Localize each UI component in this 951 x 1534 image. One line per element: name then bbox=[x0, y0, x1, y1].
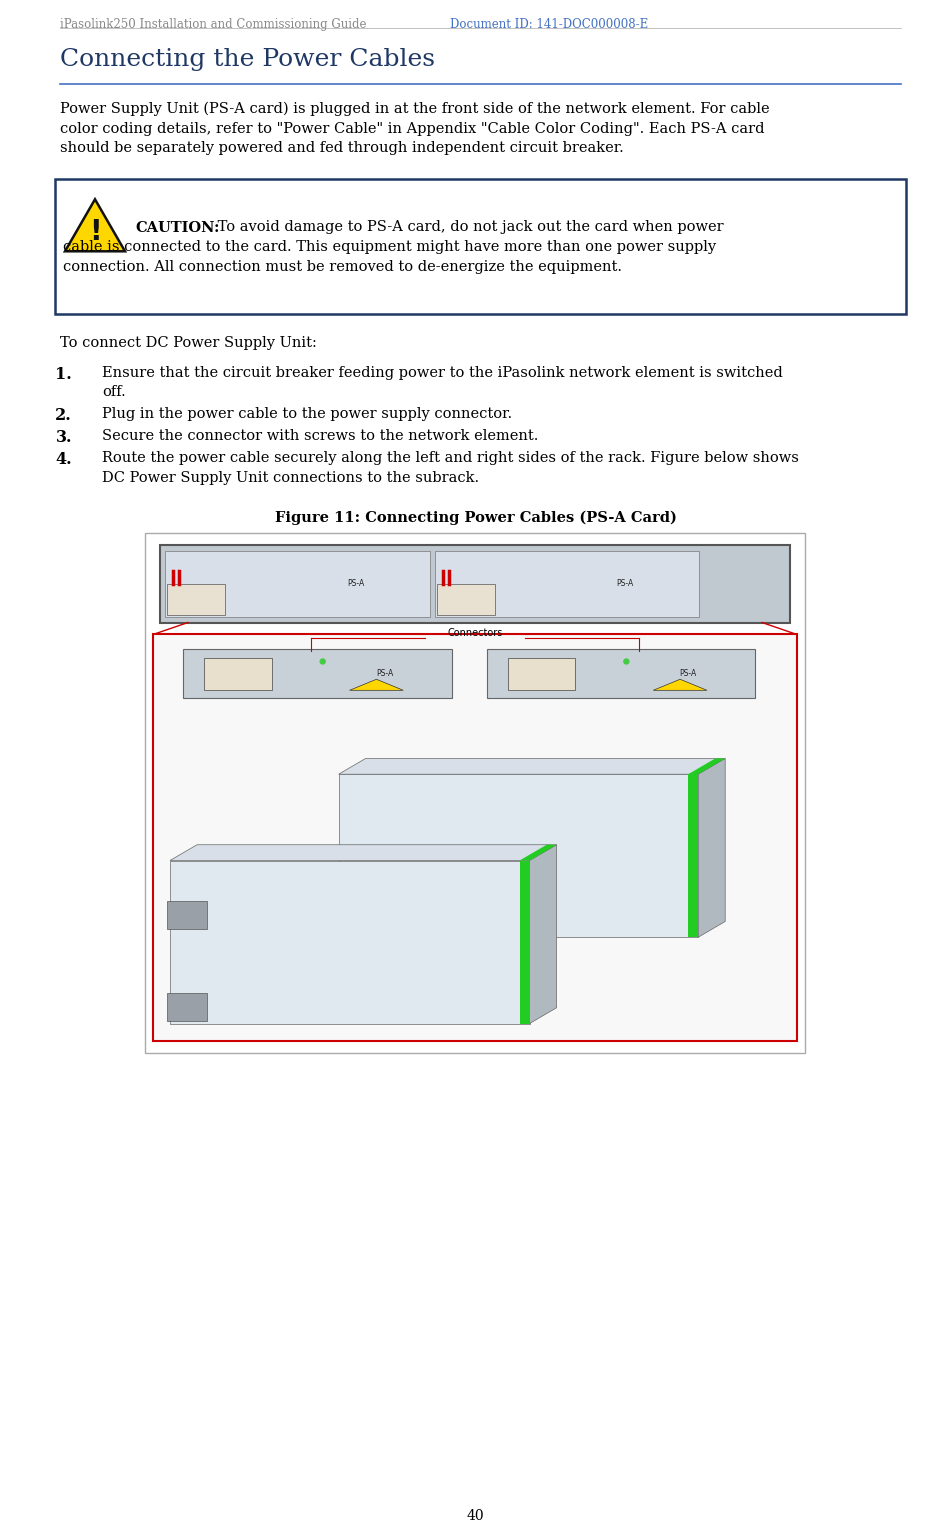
FancyBboxPatch shape bbox=[508, 658, 575, 689]
FancyBboxPatch shape bbox=[167, 900, 207, 930]
Text: CAUTION:: CAUTION: bbox=[135, 221, 220, 235]
Polygon shape bbox=[689, 758, 726, 775]
Text: Route the power cable securely along the left and right sides of the rack. Figur: Route the power cable securely along the… bbox=[102, 451, 799, 465]
Text: PS-A: PS-A bbox=[680, 669, 697, 678]
FancyBboxPatch shape bbox=[183, 649, 452, 698]
Circle shape bbox=[320, 660, 325, 664]
Text: Secure the connector with screws to the network element.: Secure the connector with screws to the … bbox=[102, 430, 538, 443]
FancyBboxPatch shape bbox=[55, 178, 906, 313]
FancyBboxPatch shape bbox=[437, 584, 495, 615]
Text: connection. All connection must be removed to de-energize the equipment.: connection. All connection must be remov… bbox=[63, 259, 622, 273]
Text: 40: 40 bbox=[467, 1509, 484, 1523]
Text: off.: off. bbox=[102, 385, 126, 399]
FancyBboxPatch shape bbox=[160, 545, 790, 623]
Polygon shape bbox=[339, 758, 726, 775]
Text: PS-A: PS-A bbox=[616, 578, 633, 588]
Polygon shape bbox=[689, 775, 698, 937]
Text: Figure 11: Connecting Power Cables (PS-A Card): Figure 11: Connecting Power Cables (PS-A… bbox=[275, 511, 676, 525]
Text: Ensure that the circuit breaker feeding power to the iPasolink network element i: Ensure that the circuit breaker feeding … bbox=[102, 365, 783, 379]
Text: iPasolink250 Installation and Commissioning Guide: iPasolink250 Installation and Commission… bbox=[60, 18, 370, 31]
FancyBboxPatch shape bbox=[167, 992, 207, 1020]
FancyBboxPatch shape bbox=[167, 584, 225, 615]
Text: should be separately powered and fed through independent circuit breaker.: should be separately powered and fed thr… bbox=[60, 141, 624, 155]
Polygon shape bbox=[530, 845, 556, 1023]
Polygon shape bbox=[170, 861, 530, 1023]
Text: color coding details, refer to "Power Cable" in Appendix "Cable Color Coding". E: color coding details, refer to "Power Ca… bbox=[60, 121, 765, 135]
Polygon shape bbox=[170, 845, 556, 861]
Text: To connect DC Power Supply Unit:: To connect DC Power Supply Unit: bbox=[60, 336, 317, 350]
Polygon shape bbox=[65, 199, 125, 252]
Text: 4.: 4. bbox=[55, 451, 72, 468]
Text: !: ! bbox=[88, 218, 102, 247]
Text: Connecting the Power Cables: Connecting the Power Cables bbox=[60, 48, 435, 71]
FancyBboxPatch shape bbox=[153, 635, 797, 1040]
Polygon shape bbox=[519, 861, 530, 1023]
FancyBboxPatch shape bbox=[435, 551, 699, 618]
FancyBboxPatch shape bbox=[487, 649, 755, 698]
Text: Plug in the power cable to the power supply connector.: Plug in the power cable to the power sup… bbox=[102, 407, 513, 420]
Polygon shape bbox=[350, 680, 403, 690]
Text: 1.: 1. bbox=[55, 365, 72, 382]
Polygon shape bbox=[698, 758, 726, 937]
FancyBboxPatch shape bbox=[145, 532, 805, 1052]
Polygon shape bbox=[519, 845, 556, 861]
Text: 2.: 2. bbox=[55, 407, 72, 423]
Text: PS-A: PS-A bbox=[347, 578, 364, 588]
Circle shape bbox=[624, 660, 629, 664]
Text: PS-A: PS-A bbox=[376, 669, 393, 678]
Text: Connectors: Connectors bbox=[447, 627, 503, 638]
Text: 3.: 3. bbox=[55, 430, 72, 446]
Polygon shape bbox=[653, 680, 707, 690]
Text: DC Power Supply Unit connections to the subrack.: DC Power Supply Unit connections to the … bbox=[102, 471, 479, 485]
FancyBboxPatch shape bbox=[165, 551, 430, 618]
Text: Document ID: 141-DOC000008-E: Document ID: 141-DOC000008-E bbox=[450, 18, 649, 31]
Text: To avoid damage to PS-A card, do not jack out the card when power: To avoid damage to PS-A card, do not jac… bbox=[213, 221, 724, 235]
Text: Power Supply Unit (PS-A card) is plugged in at the front side of the network ele: Power Supply Unit (PS-A card) is plugged… bbox=[60, 101, 769, 117]
Polygon shape bbox=[339, 775, 698, 937]
FancyBboxPatch shape bbox=[204, 658, 272, 689]
Text: cable is connected to the card. This equipment might have more than one power su: cable is connected to the card. This equ… bbox=[63, 239, 716, 255]
